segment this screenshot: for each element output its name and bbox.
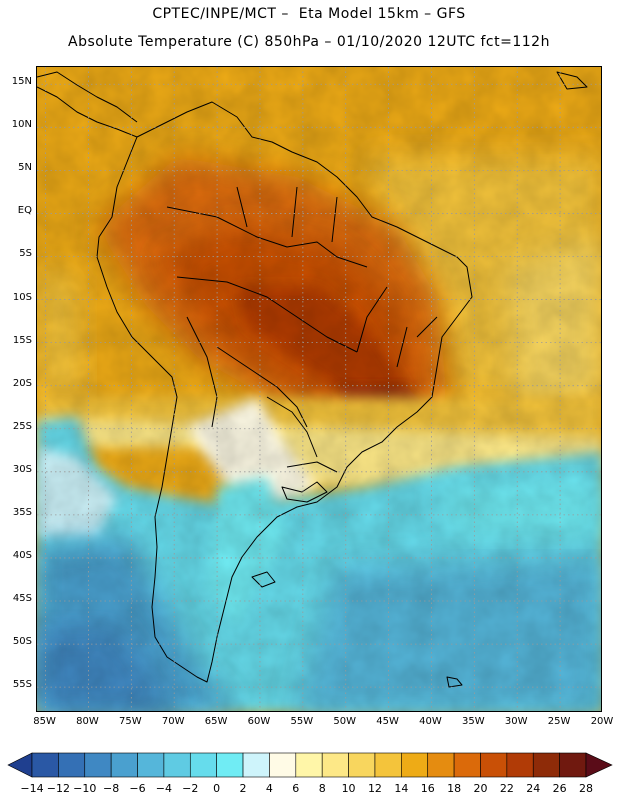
colorbar-label: −2 — [182, 782, 199, 795]
colorbar-swatch — [242, 752, 270, 778]
longitude-label: 80W — [76, 716, 99, 727]
longitude-label: 30W — [504, 716, 528, 727]
latitude-label: 35S — [12, 506, 32, 518]
longitude-label: 75W — [119, 716, 142, 727]
colorbar-swatch — [295, 752, 323, 778]
longitude-label: 70W — [161, 716, 185, 727]
colorbar-label: 20 — [473, 782, 488, 795]
latitude-label: 5S — [19, 248, 32, 260]
longitude-label: 65W — [204, 716, 228, 727]
colorbar-swatch — [532, 752, 560, 778]
latitude-label: 45S — [12, 593, 32, 605]
latitude-label: 15N — [11, 76, 32, 88]
islands-south — [446, 676, 463, 688]
colorbar-label: 12 — [367, 782, 382, 795]
colorbar-swatch — [348, 752, 376, 778]
south-america-coast — [96, 101, 473, 683]
latitude-label: EQ — [17, 205, 32, 217]
uruguay-coast — [281, 481, 328, 503]
falklands — [251, 571, 276, 588]
colorbar-swatch — [31, 752, 59, 778]
colorbar-label: 24 — [526, 782, 541, 795]
latitude-label: 25S — [12, 420, 32, 432]
colorbar-swatch — [58, 752, 86, 778]
colorbar-label: −14 — [20, 782, 44, 795]
colorbar-label: 14 — [394, 782, 409, 795]
colorbar-swatch — [427, 752, 455, 778]
colorbar-swatch — [374, 752, 402, 778]
colorbar-swatch — [321, 752, 349, 778]
latitude-label: 40S — [12, 549, 32, 561]
colorbar — [7, 752, 613, 778]
coastlines — [37, 71, 588, 688]
colorbar-label: 16 — [420, 782, 435, 795]
latitude-label: 30S — [12, 463, 32, 475]
colorbar-swatch — [163, 752, 191, 778]
longitude-label: 60W — [247, 716, 271, 727]
colorbar-label: 18 — [447, 782, 462, 795]
longitude-label: 20W — [590, 716, 614, 727]
colorbar-label: 0 — [213, 782, 221, 795]
colorbar-swatch — [506, 752, 534, 778]
colorbar-label: 8 — [318, 782, 326, 795]
central-america-coast — [37, 86, 138, 138]
colorbar-swatch — [269, 752, 297, 778]
colorbar-swatch — [480, 752, 508, 778]
colorbar-arrow-high — [585, 752, 613, 778]
colorbar-arrow-low — [7, 752, 33, 778]
colorbar-label: 2 — [239, 782, 247, 795]
latitude-label: 20S — [12, 377, 32, 389]
latitude-label: 10N — [11, 119, 32, 131]
colorbar-label: −10 — [73, 782, 97, 795]
colorbar-swatch — [559, 752, 587, 778]
colorbar-label: 4 — [265, 782, 273, 795]
central-america-coast-north — [37, 71, 138, 123]
latitude-label: 50S — [12, 636, 32, 648]
map-canvas — [37, 67, 601, 711]
colorbar-label: 10 — [341, 782, 356, 795]
longitude-label: 85W — [33, 716, 56, 727]
longitude-label: 45W — [376, 716, 399, 727]
colorbar-swatch — [216, 752, 244, 778]
colorbar-label: 26 — [552, 782, 567, 795]
colorbar-label: −12 — [46, 782, 70, 795]
colorbar-swatch — [110, 752, 138, 778]
colorbar-label: 6 — [292, 782, 300, 795]
longitude-label: 40W — [419, 716, 442, 727]
colorbar-label: 28 — [579, 782, 593, 795]
colorbar-label: 22 — [499, 782, 514, 795]
colorbar-swatch — [137, 752, 165, 778]
colorbar-swatch — [189, 752, 217, 778]
longitude-label: 25W — [547, 716, 571, 727]
title-line-1: CPTEC/INPE/MCT – Eta Model 15km – GFS — [152, 6, 466, 22]
longitude-label: 55W — [290, 716, 314, 727]
country-borders — [166, 186, 438, 473]
longitude-label: 35W — [462, 716, 485, 727]
colorbar-label: −8 — [103, 782, 120, 795]
longitude-label: 50W — [333, 716, 357, 727]
latitude-label: 10S — [12, 291, 32, 303]
colorbar-label: −6 — [129, 782, 146, 795]
caribbean-islands — [556, 71, 588, 90]
latitude-label: 55S — [12, 679, 32, 691]
colorbar-swatch — [453, 752, 481, 778]
latitude-label: 5N — [18, 162, 32, 174]
temperature-map — [36, 66, 602, 712]
latitude-label: 15S — [12, 334, 32, 346]
colorbar-label: −4 — [155, 782, 172, 795]
colorbar-swatch — [401, 752, 429, 778]
title-line-2: Absolute Temperature (C) 850hPa – 01/10/… — [68, 34, 550, 50]
colorbar-swatch — [84, 752, 112, 778]
